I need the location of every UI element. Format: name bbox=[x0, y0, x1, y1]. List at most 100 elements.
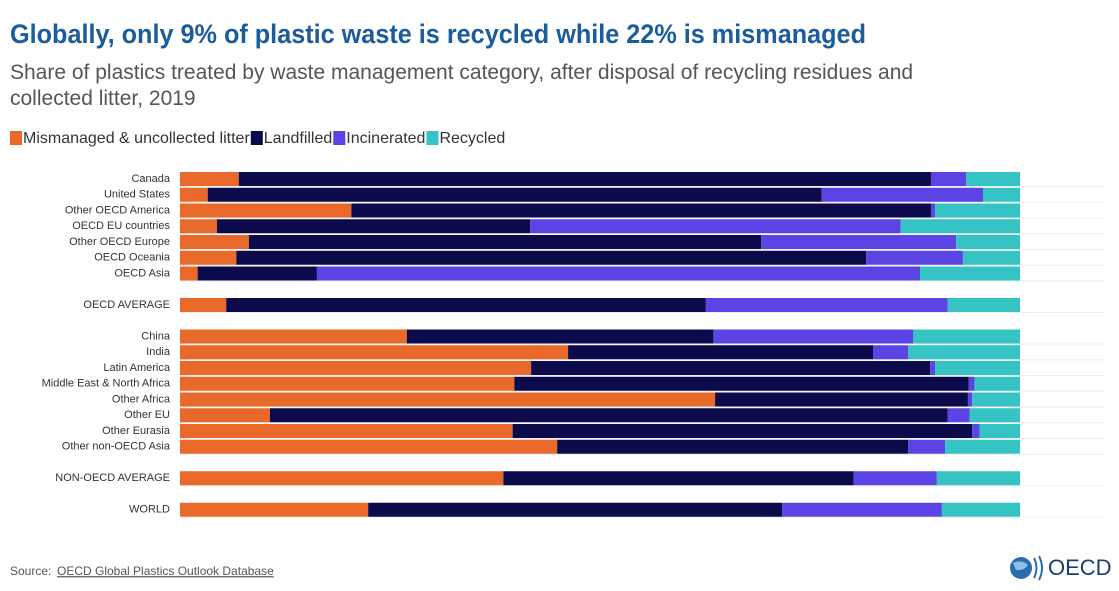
bar-segment bbox=[180, 392, 716, 407]
bar-segment bbox=[238, 172, 931, 186]
y-tick-label: India bbox=[146, 346, 171, 358]
legend-swatch bbox=[250, 131, 263, 145]
bar-segment bbox=[966, 172, 1020, 186]
bar-segment bbox=[236, 250, 867, 265]
legend-swatch bbox=[426, 131, 439, 145]
y-tick-label: OECD Oceania bbox=[94, 252, 171, 264]
y-tick-label: Other Africa bbox=[112, 393, 171, 405]
bar-segment bbox=[967, 392, 973, 407]
y-tick-label: Latin America bbox=[103, 362, 171, 374]
bar-segment bbox=[761, 235, 957, 249]
bar-segment bbox=[180, 424, 513, 438]
bar-segment bbox=[935, 361, 1020, 375]
bar-segment bbox=[866, 250, 963, 265]
bar-segment bbox=[935, 203, 1020, 218]
chart-subtitle: Share of plastics treated by waste manag… bbox=[10, 61, 913, 110]
plot-area: Canada United States Other OECD America OEC… bbox=[42, 172, 1105, 518]
bar-segment bbox=[969, 408, 1020, 423]
y-tick-label: United States bbox=[104, 189, 171, 201]
bar-segment bbox=[972, 424, 980, 438]
y-tick-label: Other Eurasia bbox=[102, 425, 171, 437]
bar-segment bbox=[913, 329, 1020, 344]
bar-segment bbox=[226, 298, 706, 312]
bar-segment bbox=[531, 361, 931, 375]
legend: Mismanaged & uncollected litter Landfille… bbox=[10, 130, 505, 147]
legend-label: Landfilled bbox=[264, 130, 333, 147]
bar-segment bbox=[180, 361, 532, 375]
y-tick-label: Other OECD Europe bbox=[69, 236, 170, 248]
source-label: Source: bbox=[10, 564, 51, 578]
bar-segment bbox=[947, 298, 1020, 312]
legend-label: Recycled bbox=[439, 130, 505, 147]
bar-segment bbox=[782, 502, 942, 517]
bar-segment bbox=[821, 187, 984, 202]
bar-segment bbox=[930, 172, 967, 186]
legend-label: Mismanaged & uncollected litter bbox=[23, 130, 250, 147]
bar-segment bbox=[503, 471, 854, 486]
bar-segment bbox=[180, 250, 237, 265]
source-link[interactable]: OECD Global Plastics Outlook Database bbox=[57, 564, 274, 578]
bar-segment bbox=[180, 187, 208, 202]
y-tick-label: China bbox=[141, 330, 171, 342]
bar-segment bbox=[920, 266, 1020, 281]
bar-segment bbox=[180, 203, 352, 218]
bar-segment bbox=[930, 361, 936, 375]
bar-segment bbox=[853, 471, 937, 486]
logo: OECD bbox=[1010, 555, 1112, 581]
bar-segment bbox=[900, 219, 1020, 234]
bar-segment bbox=[269, 408, 948, 423]
bar-segment bbox=[197, 266, 317, 281]
bar-segment bbox=[351, 203, 931, 218]
bar-segment bbox=[941, 502, 1020, 517]
bar-segment bbox=[947, 408, 970, 423]
y-tick-label: OECD Asia bbox=[114, 267, 171, 279]
bar-segment bbox=[216, 219, 531, 234]
y-tick-label: Other EU bbox=[124, 409, 170, 421]
bar-segment bbox=[713, 329, 914, 344]
bar-segment bbox=[180, 502, 369, 517]
y-tick-label: NON-OECD AVERAGE bbox=[55, 472, 170, 484]
bar-segment bbox=[512, 424, 973, 438]
bar-segment bbox=[207, 187, 822, 202]
bar-segment bbox=[530, 219, 901, 234]
bar-segment bbox=[180, 235, 249, 249]
bar-segment bbox=[974, 376, 1020, 391]
bar-segment bbox=[180, 345, 569, 360]
legend-swatch bbox=[333, 131, 346, 145]
bar-segment bbox=[972, 392, 1020, 407]
y-tick-label: Other OECD America bbox=[65, 204, 171, 216]
bar-segment bbox=[908, 439, 946, 454]
bar-segment bbox=[180, 439, 558, 454]
bar-segment bbox=[406, 329, 714, 344]
bar-segment bbox=[557, 439, 909, 454]
bar-segment bbox=[180, 298, 227, 312]
bar-segment bbox=[979, 424, 1020, 438]
bar-segment bbox=[514, 376, 969, 391]
bar-segment bbox=[180, 408, 270, 423]
bar-segment bbox=[908, 345, 1020, 360]
bar-segment bbox=[956, 235, 1020, 249]
legend-swatch bbox=[10, 131, 22, 145]
bar-segment bbox=[180, 471, 504, 486]
logo-land bbox=[1013, 561, 1028, 571]
bar-segment bbox=[180, 329, 407, 344]
bar-segment bbox=[180, 376, 515, 391]
bar-segment bbox=[316, 266, 921, 281]
y-tick-label: WORLD bbox=[129, 504, 170, 516]
bar-segment bbox=[705, 298, 948, 312]
logo-arcs bbox=[1033, 555, 1043, 581]
y-tick-label: OECD AVERAGE bbox=[83, 299, 170, 311]
y-tick-label: OECD EU countries bbox=[72, 220, 170, 232]
legend-label: Incinerated bbox=[346, 130, 425, 147]
y-tick-label: Other non-OECD Asia bbox=[62, 441, 171, 453]
y-tick-label: Canada bbox=[131, 173, 170, 185]
bar-segment bbox=[983, 187, 1020, 202]
bar-segment bbox=[180, 219, 217, 234]
bar-segment bbox=[936, 471, 1020, 486]
bar-segment bbox=[968, 376, 975, 391]
y-tick-label: Middle East & North Africa bbox=[42, 378, 171, 390]
bar-segment bbox=[715, 392, 968, 407]
bar-segment bbox=[945, 439, 1020, 454]
bar-segment bbox=[180, 172, 239, 186]
